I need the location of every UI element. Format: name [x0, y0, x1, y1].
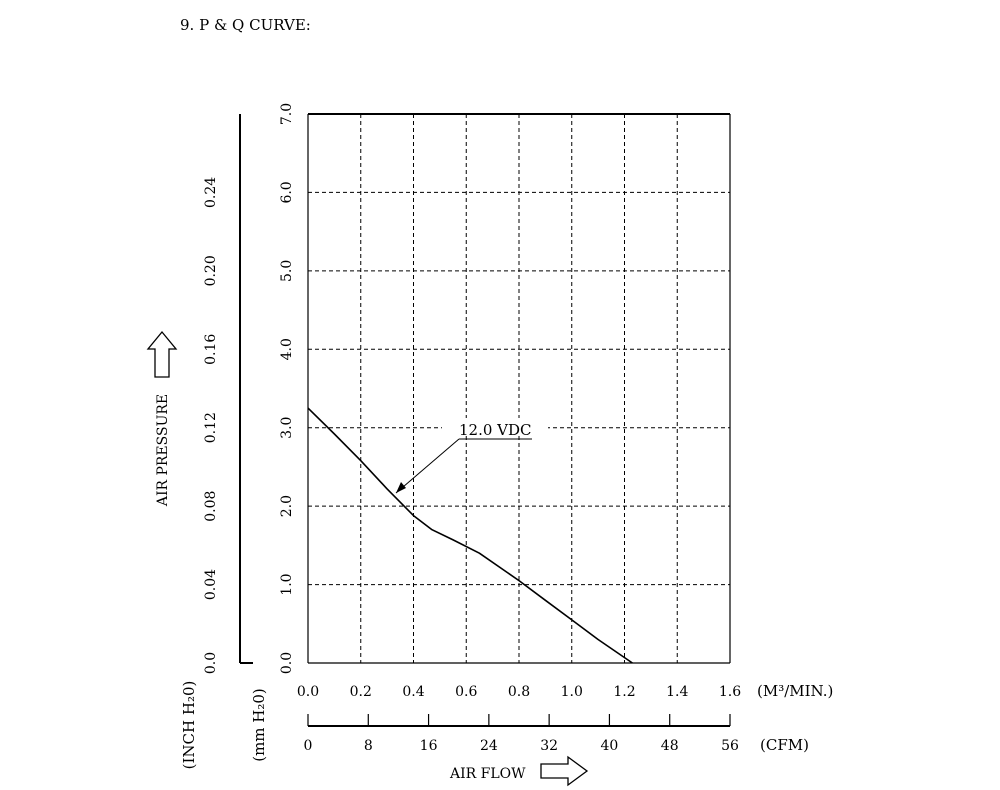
x-tick-label-m3: 1.2 — [613, 684, 635, 700]
x-axis-cfm: 0 8 16 24 32 40 48 56 — [304, 714, 739, 754]
x-tick-label-m3: 0.2 — [350, 684, 372, 700]
y-tick-label-mm: 4.0 — [279, 338, 295, 360]
x-tick-label-m3: 1.4 — [666, 684, 688, 700]
x-tick-label-m3: 1.0 — [561, 684, 583, 700]
x-tick-label-cfm: 32 — [540, 738, 558, 754]
x-tick-label-cfm: 0 — [304, 738, 313, 754]
arrow-up-icon — [146, 330, 178, 378]
y-tick-label-mm: 5.0 — [279, 260, 295, 282]
y-tick-label-inch: 0.12 — [203, 412, 219, 443]
x-tick-label-m3: 0.0 — [297, 684, 319, 700]
x-axis-primary-unit: (M³/MIN.) — [757, 682, 833, 700]
y-tick-label-inch: 0.16 — [203, 334, 219, 365]
y-axis-secondary-unit: (INCH H₂0) — [180, 681, 198, 770]
y-tick-label-inch: 0.0 — [203, 652, 219, 674]
x-axis-secondary-unit: (CFM) — [760, 736, 809, 754]
x-tick-label-cfm: 56 — [721, 738, 739, 754]
section-title: 9. P & Q CURVE: — [180, 16, 311, 34]
grid-lines — [308, 114, 730, 663]
y-tick-label-inch: 0.08 — [203, 491, 219, 522]
y-axis-label: AIR PRESSURE — [155, 394, 171, 507]
x-tick-label-cfm: 16 — [420, 738, 438, 754]
y-tick-label-mm: 6.0 — [279, 181, 295, 203]
x-tick-label-cfm: 48 — [661, 738, 679, 754]
x-tick-label-m3: 0.6 — [455, 684, 477, 700]
x-tick-label-m3: 0.8 — [508, 684, 530, 700]
plot-frame — [307, 113, 731, 664]
y-tick-label-mm: 1.0 — [279, 573, 295, 595]
x-tick-label-cfm: 24 — [480, 738, 498, 754]
series-line-0 — [307, 407, 633, 664]
y-tick-label-mm: 2.0 — [279, 495, 295, 517]
arrow-right-icon — [540, 755, 589, 787]
y-tick-label-mm: 3.0 — [279, 417, 295, 439]
x-axis-m3-tick-labels: 0.0 0.2 0.4 0.6 0.8 1.0 1.2 1.4 1.6 — [297, 684, 741, 700]
y-tick-label-inch: 0.24 — [203, 177, 219, 208]
y-axis-inch: 0.0 0.04 0.08 0.12 0.16 0.20 0.24 — [203, 114, 253, 674]
x-axis-label: AIR FLOW — [449, 766, 526, 782]
y-axis-mm-tick-labels: 0.0 1.0 2.0 3.0 4.0 5.0 6.0 7.0 — [279, 103, 295, 674]
y-tick-label-inch: 0.04 — [203, 569, 219, 600]
series-layer — [307, 407, 633, 664]
y-tick-label-mm: 7.0 — [279, 103, 295, 125]
y-axis-primary-unit: (mm H₂0) — [250, 688, 268, 762]
y-tick-label-inch: 0.20 — [203, 255, 219, 286]
y-tick-label-mm: 0.0 — [279, 652, 295, 674]
series-callout: 12.0 VDC — [395, 418, 548, 494]
x-tick-label-m3: 0.4 — [402, 684, 424, 700]
x-tick-label-cfm: 40 — [601, 738, 619, 754]
x-tick-label-cfm: 8 — [364, 738, 373, 754]
series-label-12vdc: 12.0 VDC — [459, 421, 532, 439]
x-tick-label-m3: 1.6 — [719, 684, 741, 700]
